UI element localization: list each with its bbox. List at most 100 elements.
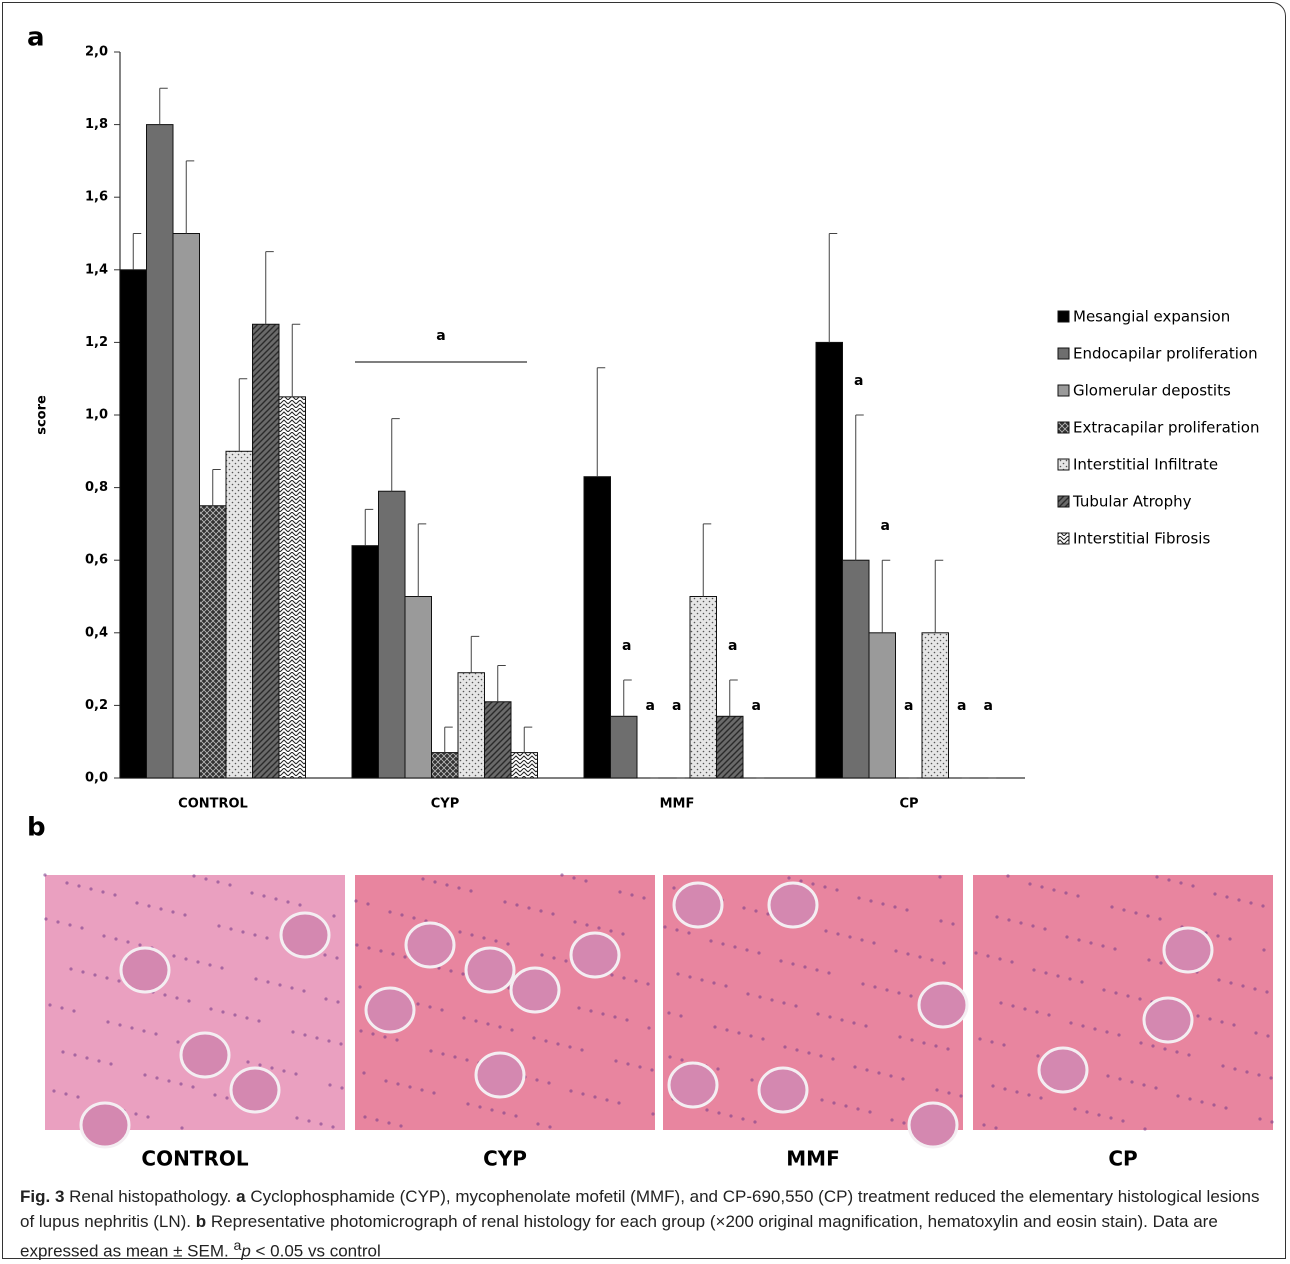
nucleus [609,929,612,932]
nucleus [1262,948,1265,951]
micrograph-label: CP [1108,1147,1137,1171]
nucleus [204,877,207,880]
glomerulus [571,933,619,977]
glomerulus [669,1063,717,1107]
nucleus [336,1000,339,1003]
nucleus [1035,1010,1038,1013]
nucleus [61,1050,64,1053]
nucleus [180,1126,183,1129]
nucleus [449,969,452,972]
glomerulus [366,988,414,1032]
nucleus [1258,1117,1261,1120]
nucleus [445,883,448,886]
nucleus [246,1060,249,1063]
nucleus [1039,1096,1042,1099]
nucleus [89,887,92,890]
nucleus [196,960,199,963]
nucleus [254,977,257,980]
nucleus [1085,1110,1088,1113]
nucleus [48,1003,51,1006]
nucleus [1105,1030,1108,1033]
nucleus [1208,1017,1211,1020]
nucleus [363,1115,366,1118]
nucleus [470,933,473,936]
nucleus [362,1071,365,1074]
nucleus [225,1096,228,1099]
bar [147,125,174,778]
nucleus [1027,1093,1030,1096]
nucleus [890,1118,893,1121]
y-tick-label: 2,0 [85,45,108,60]
nucleus [815,968,818,971]
significance-label: a [957,698,966,714]
bar [816,342,843,778]
error-bar [365,509,373,545]
nucleus [323,953,326,956]
nucleus [1216,934,1219,937]
nucleus [721,942,724,945]
nucleus [1043,927,1046,930]
nucleus [990,1040,993,1043]
nucleus [1151,1044,1154,1047]
nucleus [229,927,232,930]
glomerulus [674,883,722,927]
nucleus [613,1015,616,1018]
nucleus [1003,1087,1006,1090]
nucleus [816,1012,819,1015]
nucleus [978,1037,981,1040]
nucleus [618,890,621,893]
legend-swatch [1058,385,1069,396]
nucleus [1065,935,1068,938]
nucleus [551,912,554,915]
nucleus [64,1092,67,1095]
nucleus [396,1082,399,1085]
bar [485,702,512,778]
nucleus [367,946,370,949]
y-tick-label: 0,0 [85,771,108,786]
nucleus [824,929,827,932]
nucleus [315,1036,318,1039]
nucleus [687,931,690,934]
y-tick-label: 1,4 [85,262,108,277]
nucleus [159,907,162,910]
nucleus [93,973,96,976]
nucleus [163,993,166,996]
nucleus [974,951,977,954]
significance-label: a [984,698,993,714]
nucleus [564,959,567,962]
nucleus [384,1079,387,1082]
footnote-text: < 0.05 vs control [256,1242,381,1261]
significance-label: a [646,698,655,714]
nucleus [387,1121,390,1124]
nucleus [897,991,900,994]
nucleus [1139,1041,1142,1044]
nucleus [860,938,863,941]
nucleus [515,903,518,906]
nucleus [547,1081,550,1084]
nucleus [848,935,851,938]
nucleus [724,984,727,987]
figure-label: Fig. 3 [20,1187,64,1206]
nucleus [43,873,46,876]
nucleus [167,1079,170,1082]
bar [226,451,253,778]
nucleus [647,1026,650,1029]
nucleus [667,1011,670,1014]
nucleus [355,943,358,946]
nucleus [799,879,802,882]
nucleus [146,1115,149,1118]
nucleus [783,1045,786,1048]
significance-label: a [904,698,913,714]
y-tick-label: 1,0 [85,408,108,423]
nucleus [951,922,954,925]
nucleus [572,876,575,879]
nucleus [56,920,59,923]
nucleus [1159,961,1162,964]
error-bar [160,88,168,124]
nucleus [742,906,745,909]
nucleus [757,951,760,954]
error-bar [186,161,194,234]
nucleus [106,1020,109,1023]
nucleus [947,1091,950,1094]
glomerulus [1164,928,1212,972]
